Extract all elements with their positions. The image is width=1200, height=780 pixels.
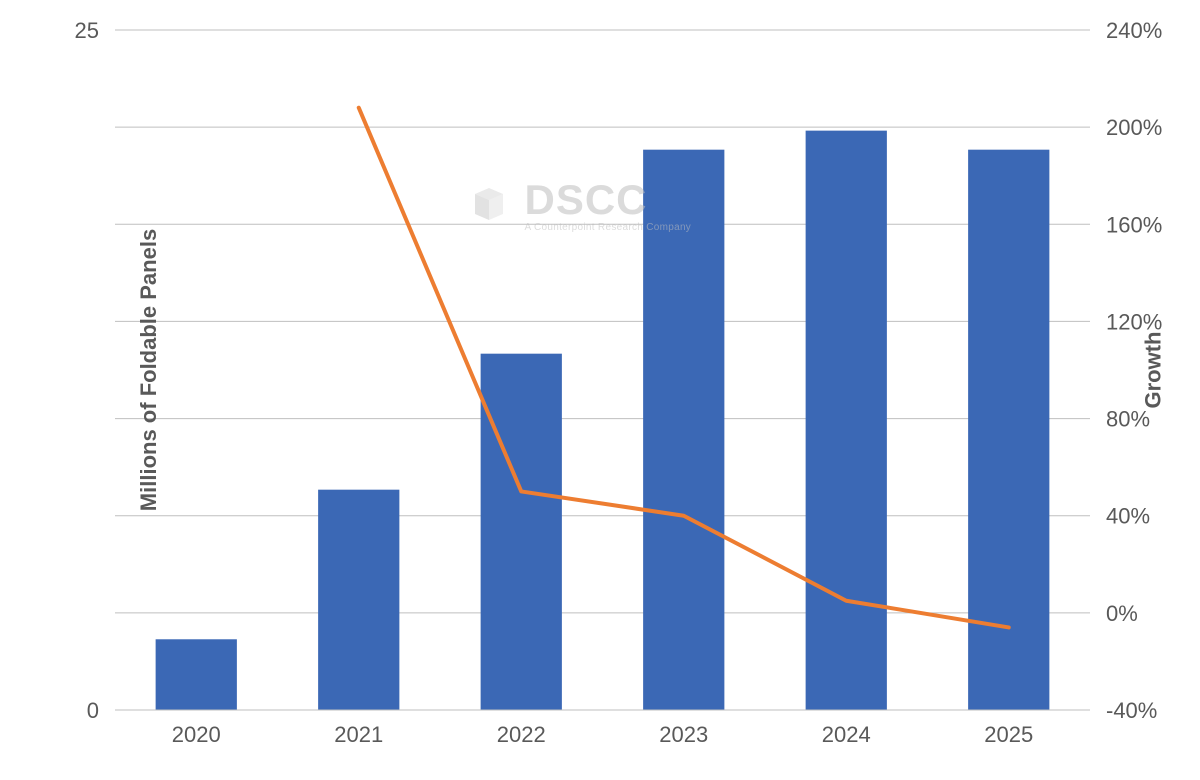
y-left-tick-label: 25	[75, 18, 99, 43]
y-right-tick-label: 40%	[1106, 504, 1150, 529]
y-right-tick-label: 240%	[1106, 18, 1162, 43]
y-left-tick-label: 0	[87, 698, 99, 723]
bar	[156, 639, 237, 710]
y-right-tick-label: 0%	[1106, 601, 1138, 626]
y-left-axis-label: Millions of Foldable Panels	[136, 229, 162, 511]
y-right-tick-label: 160%	[1106, 212, 1162, 237]
x-tick-label: 2025	[984, 722, 1033, 747]
bar	[318, 490, 399, 710]
chart-container: -40%0%40%80%120%160%200%240%025202020212…	[0, 0, 1200, 780]
y-right-tick-label: 80%	[1106, 407, 1150, 432]
x-tick-label: 2021	[334, 722, 383, 747]
x-tick-label: 2020	[172, 722, 221, 747]
y-right-tick-label: -40%	[1106, 698, 1157, 723]
bar	[481, 354, 562, 710]
x-tick-label: 2024	[822, 722, 871, 747]
bar	[806, 131, 887, 710]
y-right-tick-label: 200%	[1106, 115, 1162, 140]
y-right-axis-label: Growth	[1141, 332, 1167, 409]
chart-svg: -40%0%40%80%120%160%200%240%025202020212…	[0, 0, 1200, 780]
x-tick-label: 2022	[497, 722, 546, 747]
bar	[643, 150, 724, 710]
x-tick-label: 2023	[659, 722, 708, 747]
